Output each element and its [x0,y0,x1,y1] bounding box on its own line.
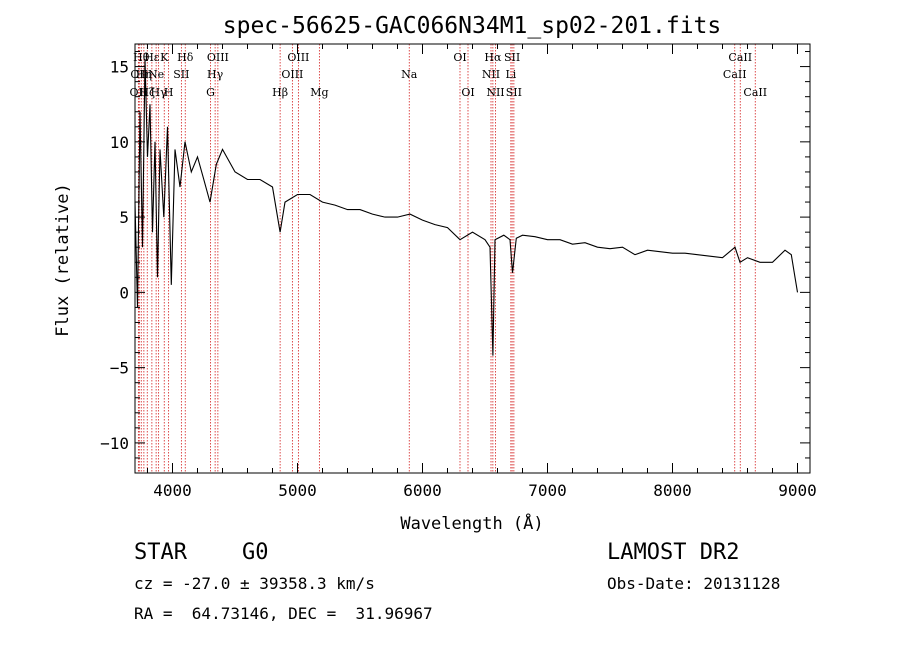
object-class: STAR [134,540,187,565]
line-marker-label: K [160,51,169,64]
x-tick-label: 8000 [653,481,692,500]
x-tick-label: 5000 [278,481,317,500]
line-marker-label: NII [482,68,500,81]
line-marker-label: OI [461,86,474,99]
x-tick-label: 4000 [153,481,192,500]
chart-title: spec-56625-GAC066N34M1_sp02-201.fits [223,13,722,39]
line-marker-label: OII [130,86,148,99]
line-marker-label: Ne [148,68,164,81]
plot-frame [134,43,811,474]
line-marker-label: Hζ [139,86,155,99]
line-marker-label: OIII [287,51,309,64]
object-subclass: G0 [242,540,269,565]
line-marker-label: Hδ [177,51,194,64]
line-marker-label: Hγ [151,86,168,99]
obs-date: Obs-Date: 20131128 [607,574,781,593]
x-tick-label: 6000 [403,481,442,500]
y-tick-label: 10 [110,133,129,152]
line-marker-label: OI [453,51,466,64]
x-tick-label: 9000 [778,481,817,500]
ra-dec: RA = 64.73146, DEC = 31.96967 [134,604,433,623]
survey-label: LAMOST DR2 [607,540,740,565]
line-marker-label: Mg [310,86,328,99]
y-tick-label: 0 [119,283,129,302]
x-axis-label: Wavelength (Å) [400,512,543,534]
x-axis: 4000 5000 6000 7000 8000 9000 [147,44,817,500]
line-marker-label: CaII [743,86,767,99]
y-axis: −10 −5 0 5 10 15 [100,51,810,459]
line-marker-label: SII [504,51,520,64]
line-marker-label: CaII [728,51,752,64]
y-tick-label: −10 [100,434,129,453]
emission-line-labels: OIIOIIHθHηHζHεNeHγKHSIIHδGHγOIIIHβOIIIOI… [130,51,768,99]
emission-line-markers [137,44,756,473]
line-marker-label: Na [401,68,418,81]
y-tick-label: 15 [110,58,129,77]
line-marker-label: OIII [207,51,229,64]
line-marker-label: SII [506,86,522,99]
line-marker-label: Hη [136,68,152,81]
line-marker-label: SII [173,68,189,81]
spectrum-line [134,59,799,356]
line-marker-label: H [164,86,174,99]
line-marker-label: OIII [281,68,303,81]
y-tick-label: 5 [119,208,129,227]
line-marker-label: Li [505,68,516,81]
line-marker-label: Hβ [272,86,288,99]
y-axis-label: Flux (relative) [53,183,73,337]
line-marker-label: NII [486,86,504,99]
cz-value: cz = -27.0 ± 39358.3 km/s [134,574,375,593]
x-tick-label: 7000 [528,481,567,500]
y-tick-label: −5 [110,359,129,378]
line-marker-label: Hε [144,51,160,64]
line-marker-label: G [206,86,215,99]
line-marker-label: Hα [484,51,502,64]
line-marker-label: CaII [723,68,747,81]
line-marker-label: Hγ [207,68,224,81]
